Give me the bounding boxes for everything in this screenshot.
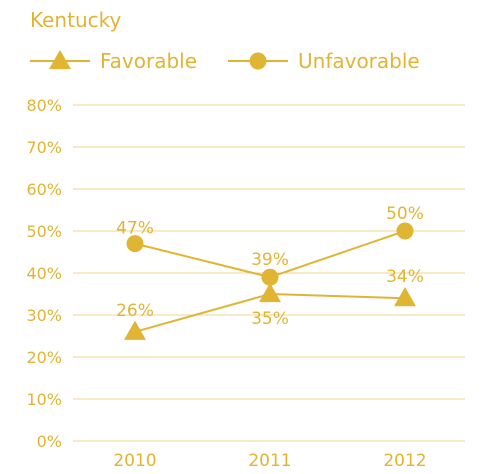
point-unfavorable-2010 (126, 235, 144, 253)
data-label-unfavorable-2010: 47% (116, 219, 154, 239)
chart-title: Kentucky (30, 8, 121, 32)
data-label-favorable-2010: 26% (116, 301, 154, 321)
x-tick-label: 2011 (248, 451, 291, 470)
y-tick-label: 40% (26, 264, 62, 283)
legend: Favorable Unfavorable (30, 49, 420, 73)
data-label-unfavorable-2012: 50% (386, 204, 424, 224)
data-label-favorable-2012: 34% (386, 267, 424, 287)
point-favorable-2011 (259, 282, 281, 303)
point-favorable-2012 (394, 287, 416, 307)
legend-marker-unfavorable (249, 52, 267, 70)
x-tick-label: 2012 (383, 451, 426, 470)
data-label-favorable-2011: 35% (251, 309, 289, 329)
point-unfavorable-2012 (396, 222, 414, 240)
gridlines (73, 104, 465, 442)
legend-label-unfavorable: Unfavorable (298, 49, 420, 73)
y-tick-label: 60% (26, 180, 62, 199)
y-tick-label: 30% (26, 306, 62, 325)
point-unfavorable-2011 (261, 268, 279, 286)
x-tick-label: 2010 (113, 451, 156, 470)
y-axis: 0% 10% 20% 30% 40% 50% 60% 70% 80% (26, 96, 62, 451)
y-tick-label: 70% (26, 138, 62, 157)
y-tick-label: 10% (26, 390, 62, 409)
point-favorable-2010 (124, 320, 146, 340)
series-group: 26% 35% 34% 47% 39% 50% (116, 204, 424, 340)
y-tick-label: 50% (26, 222, 62, 241)
legend-marker-favorable (49, 49, 71, 70)
legend-label-favorable: Favorable (100, 49, 197, 73)
y-tick-label: 20% (26, 348, 62, 367)
y-tick-label: 0% (37, 432, 62, 451)
y-tick-label: 80% (26, 96, 62, 115)
data-label-unfavorable-2011: 39% (251, 250, 289, 270)
x-axis: 2010 2011 2012 (113, 451, 426, 471)
